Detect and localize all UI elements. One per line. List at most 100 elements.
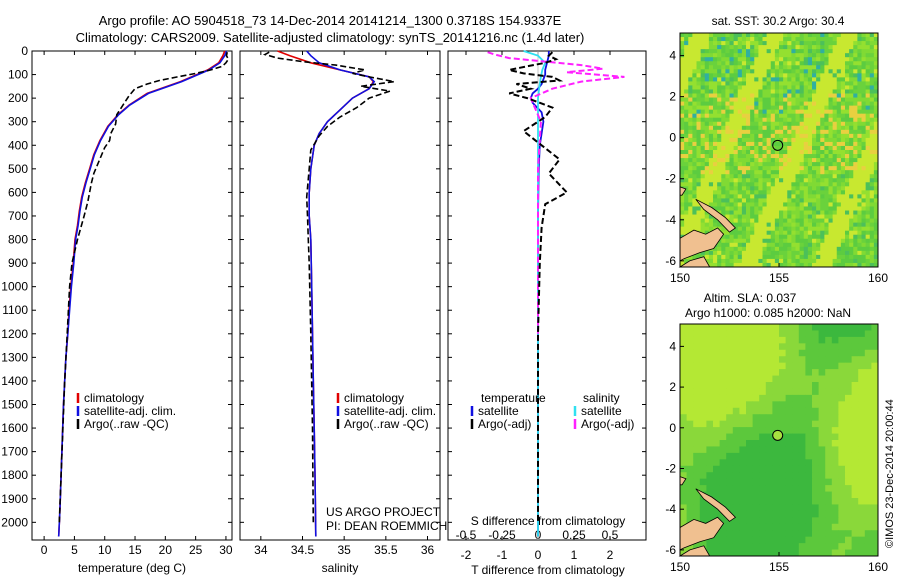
sst_map-cell bbox=[717, 150, 722, 155]
sst_map-cell bbox=[729, 178, 735, 183]
sst_map-cell bbox=[824, 194, 829, 199]
sst_map-cell bbox=[824, 45, 829, 50]
sst_map-cell bbox=[762, 69, 768, 74]
sst_map-cell bbox=[717, 121, 722, 127]
sst_map-cell bbox=[857, 182, 862, 187]
sst_map-cell bbox=[696, 254, 702, 260]
sst_map-cell bbox=[779, 174, 784, 179]
sst_map-cell bbox=[820, 85, 825, 90]
sst_map-cell bbox=[721, 41, 726, 46]
sst_map-cell bbox=[754, 81, 759, 86]
sst_map-cell bbox=[721, 45, 726, 50]
sst_map-cell bbox=[865, 69, 871, 74]
sla_map-cell bbox=[680, 452, 687, 460]
sst_map-cell bbox=[762, 101, 768, 107]
sla_map-cell bbox=[706, 472, 714, 480]
sst_map-cell bbox=[803, 113, 809, 119]
temperature-ytick-label: 1200 bbox=[1, 327, 28, 341]
sst_map-cell bbox=[799, 53, 805, 58]
sla_map-cell bbox=[680, 407, 687, 415]
sst_map-cell bbox=[779, 218, 784, 224]
sla_map-cell bbox=[805, 407, 813, 415]
sst_map-cell bbox=[684, 41, 689, 46]
sst_map-cell bbox=[791, 222, 796, 228]
sst_map-cell bbox=[803, 145, 809, 151]
sst_map-cell bbox=[708, 97, 714, 102]
sst_map-cell bbox=[861, 202, 867, 207]
sst_map-cell bbox=[803, 174, 809, 179]
sst_map-cell bbox=[832, 158, 838, 163]
sst_map-cell bbox=[704, 109, 710, 115]
sst_map-cell bbox=[840, 174, 846, 179]
sst_map-cell bbox=[696, 33, 702, 38]
sla_map-cell bbox=[726, 388, 734, 396]
sst_map-cell bbox=[795, 105, 801, 111]
sst_map-cell bbox=[779, 85, 784, 90]
sst_map-cell bbox=[762, 53, 768, 58]
sst_map-cell bbox=[791, 214, 796, 219]
sst_map-cell bbox=[779, 61, 784, 66]
sst_map-cell bbox=[799, 33, 805, 38]
sst_map-cell bbox=[762, 202, 768, 207]
sst_map-cell bbox=[770, 109, 776, 115]
sst_map-cell bbox=[688, 69, 693, 74]
sst_map-cell bbox=[845, 226, 850, 232]
sst_map-cell bbox=[746, 214, 751, 219]
sst_map-cell bbox=[861, 81, 867, 86]
sst_map-cell bbox=[857, 178, 862, 183]
sla_map-cell bbox=[792, 420, 800, 428]
sst_map-cell bbox=[845, 246, 850, 252]
sst_map-cell bbox=[832, 129, 838, 135]
sst_map-cell bbox=[770, 254, 776, 260]
sst_map-cell bbox=[832, 150, 838, 155]
sst_map-cell bbox=[692, 145, 697, 151]
sst_map-cell bbox=[713, 162, 718, 167]
sla_map-cell bbox=[732, 504, 740, 512]
sst_map-cell bbox=[721, 170, 726, 175]
sla_map-cell bbox=[858, 324, 866, 331]
sst_map-cell bbox=[853, 162, 858, 167]
sst_map-cell bbox=[849, 174, 854, 179]
sla_map-cell bbox=[726, 414, 734, 422]
sla_map-cell bbox=[851, 517, 859, 525]
sst_map-cell bbox=[708, 129, 714, 135]
sla_map-cell bbox=[792, 485, 800, 492]
sla_map-cell bbox=[686, 362, 694, 370]
sst_map-cell bbox=[725, 125, 730, 131]
sla_map-cell bbox=[812, 343, 819, 351]
sst_map-cell bbox=[787, 137, 792, 143]
sst_map-cell bbox=[758, 121, 763, 127]
sla_map-cell bbox=[686, 394, 694, 402]
sst_map-cell bbox=[684, 206, 689, 211]
sst_map-cell bbox=[721, 57, 726, 62]
sst_map-cell bbox=[758, 238, 763, 244]
sst_map-cell bbox=[795, 45, 801, 50]
sst_map-cell bbox=[807, 113, 813, 119]
sst_map-cell bbox=[717, 166, 722, 171]
sst_map-cell bbox=[770, 174, 776, 179]
sst_map-cell bbox=[746, 109, 751, 115]
sla_map-cell bbox=[680, 382, 687, 389]
sla_map-cell bbox=[825, 485, 833, 492]
sst_map-cell bbox=[750, 93, 755, 98]
sst_map-cell bbox=[721, 61, 726, 66]
sst_map-cell bbox=[861, 125, 867, 131]
sst_map-cell bbox=[799, 81, 805, 86]
sst_map-cell bbox=[754, 141, 759, 147]
sst_map-cell bbox=[688, 101, 693, 107]
sla_map-cell bbox=[713, 324, 720, 331]
sla_map-cell bbox=[752, 330, 760, 338]
sst_map-cell bbox=[807, 182, 813, 187]
sst_map-cell bbox=[758, 218, 763, 224]
sst_map-cell bbox=[700, 65, 706, 70]
sla_map-cell bbox=[693, 498, 701, 505]
sst_map-ytick-label: 0 bbox=[669, 131, 676, 145]
sst_map-cell bbox=[684, 150, 689, 155]
sst_map-cell bbox=[807, 190, 813, 195]
sla_map-cell bbox=[772, 485, 780, 492]
sla_map-cell bbox=[772, 420, 780, 428]
sla_map-cell bbox=[765, 498, 773, 505]
sst_map-cell bbox=[791, 65, 796, 70]
sst_map-cell bbox=[820, 81, 825, 86]
sst_map-cell bbox=[849, 194, 854, 199]
